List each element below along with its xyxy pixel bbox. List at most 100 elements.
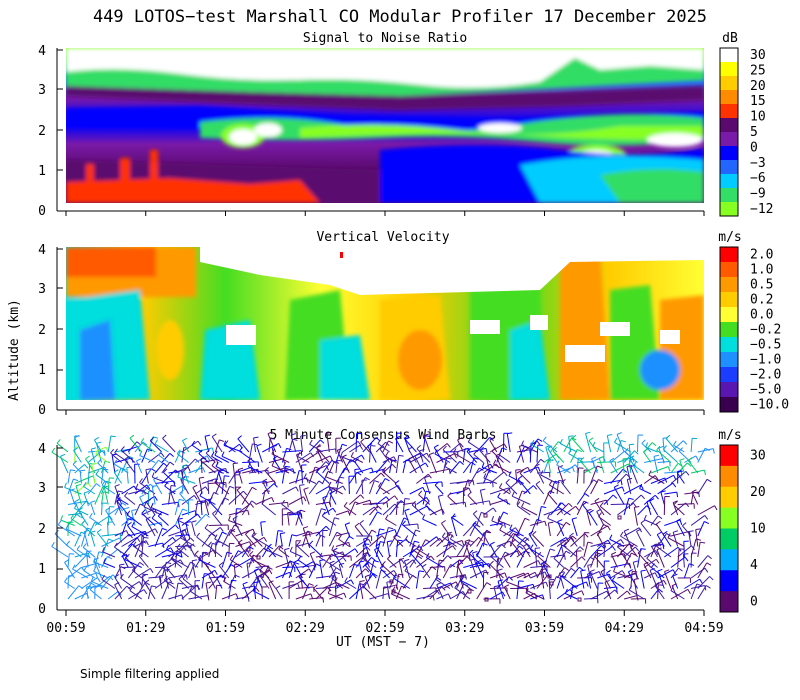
wind-barb-flag bbox=[705, 585, 711, 589]
wind-barb bbox=[543, 453, 557, 463]
wind-barb bbox=[429, 468, 450, 474]
wind-barb bbox=[496, 576, 510, 589]
wind-barb bbox=[550, 441, 559, 453]
wind-barb-flag bbox=[469, 540, 475, 543]
wind-barb-flag bbox=[404, 434, 409, 439]
wind-barb bbox=[241, 487, 253, 505]
wind-barb-flag bbox=[250, 503, 255, 508]
wind-barb bbox=[649, 500, 659, 516]
wind-barb-flag bbox=[436, 577, 442, 581]
wind-barb bbox=[101, 537, 120, 547]
calm-wind-marker bbox=[617, 515, 622, 520]
wind-barb bbox=[161, 524, 176, 537]
wind-barb-flag bbox=[587, 541, 593, 544]
wind-barb bbox=[670, 471, 687, 484]
wind-barb bbox=[670, 462, 679, 474]
wind-barb bbox=[256, 445, 263, 463]
wind-barb bbox=[281, 466, 286, 484]
wind-barb bbox=[429, 537, 440, 547]
wind-barb bbox=[395, 538, 407, 547]
wind-barb-flag bbox=[572, 467, 575, 473]
wind-barb bbox=[74, 554, 88, 568]
wind-barb-flag bbox=[178, 575, 183, 580]
wind-barb bbox=[208, 543, 213, 558]
wind-barb bbox=[570, 566, 580, 579]
wind-barb bbox=[94, 515, 110, 526]
wind-barb-flag bbox=[388, 440, 394, 444]
wind-barb bbox=[116, 500, 129, 516]
wind-barb bbox=[570, 581, 587, 589]
wind-barb bbox=[375, 496, 387, 505]
wind-barb bbox=[369, 468, 384, 474]
wind-barb-flag bbox=[96, 441, 102, 444]
wind-barb-flag bbox=[293, 559, 299, 563]
wind-barb bbox=[657, 533, 668, 547]
wind-barb-flag bbox=[693, 491, 699, 494]
wind-barb-flag bbox=[303, 473, 307, 479]
colorbar-swatch bbox=[720, 247, 738, 263]
wind-barb-flag bbox=[143, 589, 148, 595]
wind-barb bbox=[416, 497, 427, 505]
wind-barb bbox=[182, 440, 190, 453]
wind-barb bbox=[442, 541, 450, 558]
wind-barb bbox=[204, 500, 210, 516]
wind-barb bbox=[493, 463, 511, 474]
wind-barb bbox=[673, 504, 685, 516]
wind-barb-flag bbox=[316, 467, 321, 472]
wind-barb-flag bbox=[214, 534, 218, 540]
wind-barb bbox=[479, 490, 484, 505]
wind-barb bbox=[472, 552, 478, 568]
wind-barb-flag bbox=[180, 476, 186, 480]
wind-barb bbox=[592, 446, 605, 453]
wind-barb bbox=[369, 535, 383, 547]
wind-barb bbox=[603, 543, 606, 558]
wind-barb bbox=[489, 544, 498, 558]
wind-barb bbox=[449, 501, 466, 505]
wind-barb-flag bbox=[255, 587, 260, 593]
wind-barb-flag bbox=[253, 581, 259, 584]
wind-barb-flag bbox=[81, 520, 86, 525]
panel-title-snr: Signal to Noise Ratio bbox=[303, 31, 467, 46]
wind-barb bbox=[162, 438, 176, 453]
wind-barb bbox=[576, 467, 580, 484]
wind-barb bbox=[164, 485, 176, 495]
wind-barb bbox=[534, 548, 538, 568]
wind-barb-flag bbox=[235, 593, 239, 599]
wind-barb bbox=[152, 476, 169, 484]
wind-barb bbox=[656, 545, 672, 558]
wind-barb bbox=[296, 511, 303, 526]
wind-barb-flag bbox=[605, 499, 609, 506]
wind-barb bbox=[414, 455, 424, 474]
wind-barb bbox=[678, 450, 692, 463]
wind-barb bbox=[623, 546, 636, 558]
colorbar-swatch bbox=[720, 507, 738, 529]
wind-barb-flag bbox=[381, 560, 386, 566]
wind-barb-flag bbox=[176, 543, 181, 549]
wind-barb bbox=[560, 541, 565, 558]
wind-barb-flag bbox=[316, 444, 321, 449]
wind-barb bbox=[610, 562, 630, 568]
wind-barb-flag bbox=[334, 577, 338, 583]
wind-barb bbox=[561, 482, 571, 495]
wind-barb bbox=[297, 559, 310, 568]
wind-barb bbox=[415, 570, 420, 589]
wind-barb bbox=[121, 543, 133, 558]
wind-barb bbox=[145, 519, 156, 537]
wind-barb bbox=[101, 533, 121, 537]
velocity-colorbar: 2.01.00.50.20.0−0.2−0.5−1.0−2.0−5.0−10.0 bbox=[719, 246, 789, 413]
colorbar-swatch bbox=[720, 486, 738, 509]
wind-barb bbox=[344, 524, 350, 537]
wind-barb-flag bbox=[113, 469, 119, 473]
wind-barb-flag bbox=[471, 461, 476, 466]
wind-barb-flag bbox=[553, 554, 558, 559]
wind-barb bbox=[568, 453, 585, 463]
wind-barb bbox=[409, 555, 419, 568]
wind-barb bbox=[271, 453, 290, 463]
wind-barb-flag bbox=[658, 588, 663, 593]
wind-barb bbox=[656, 549, 665, 568]
wind-barb bbox=[134, 441, 144, 453]
wind-barb bbox=[408, 449, 417, 463]
wind-barb bbox=[529, 519, 538, 537]
wind-barb bbox=[422, 518, 437, 526]
velocity-ytick: 4 bbox=[38, 243, 46, 258]
